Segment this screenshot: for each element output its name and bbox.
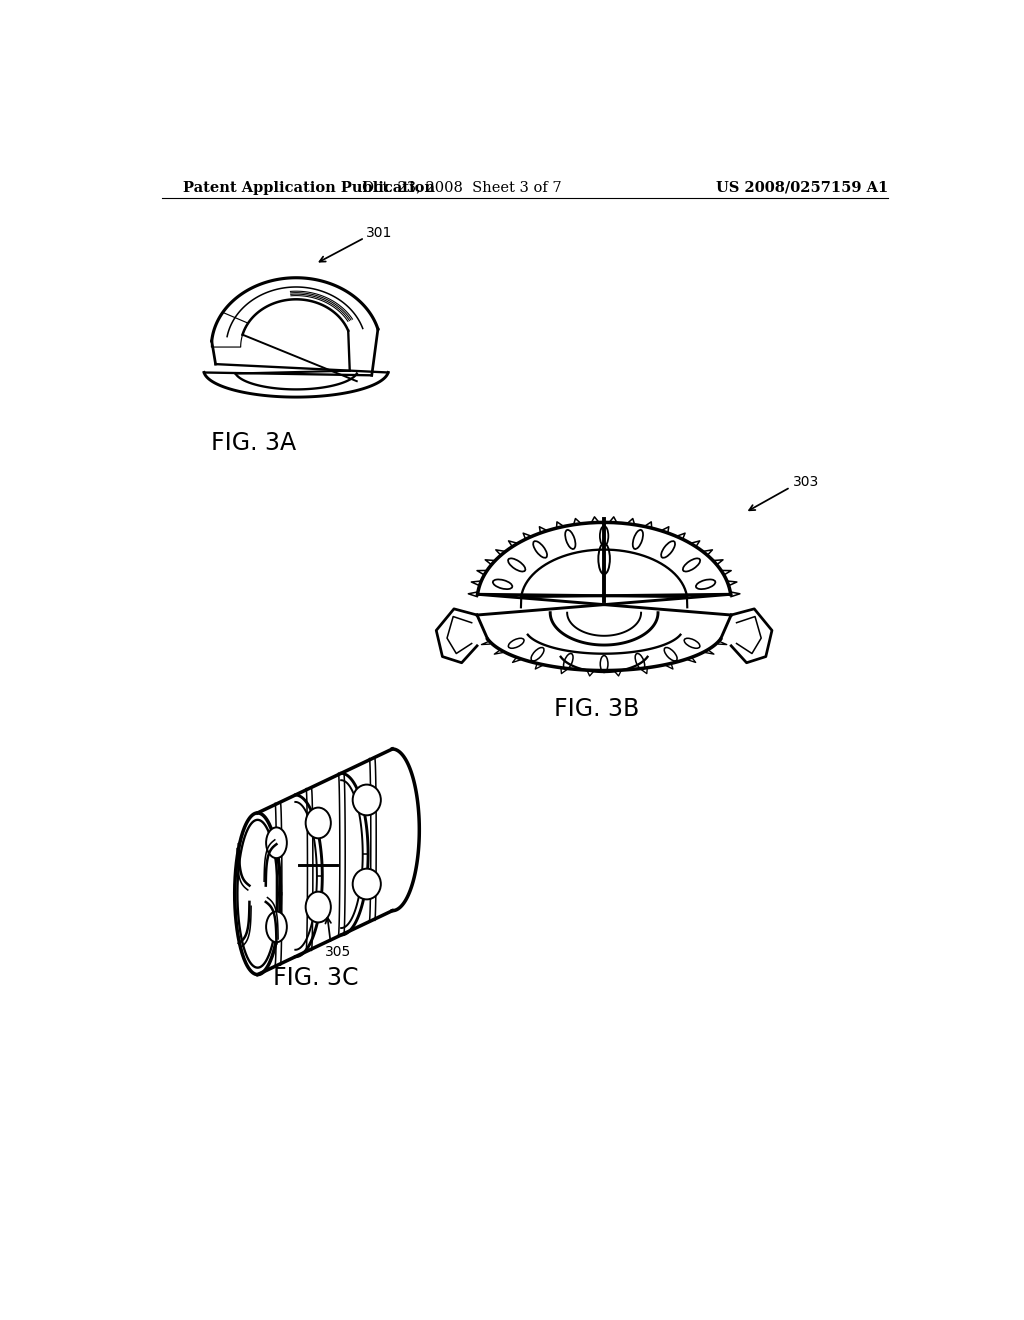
Text: 301: 301	[367, 226, 392, 240]
Text: Oct. 23, 2008  Sheet 3 of 7: Oct. 23, 2008 Sheet 3 of 7	[361, 181, 561, 194]
Text: 303: 303	[793, 475, 819, 488]
Text: FIG. 3C: FIG. 3C	[272, 966, 358, 990]
Ellipse shape	[662, 541, 675, 558]
Text: US 2008/0257159 A1: US 2008/0257159 A1	[716, 181, 888, 194]
Ellipse shape	[696, 579, 716, 589]
Ellipse shape	[565, 529, 575, 549]
Text: Patent Application Publication: Patent Application Publication	[183, 181, 435, 194]
Ellipse shape	[633, 529, 643, 549]
Ellipse shape	[508, 639, 524, 648]
Ellipse shape	[305, 892, 331, 923]
Ellipse shape	[508, 558, 525, 572]
Ellipse shape	[665, 648, 677, 661]
Ellipse shape	[531, 648, 544, 661]
Ellipse shape	[534, 541, 547, 558]
Ellipse shape	[600, 656, 608, 672]
Ellipse shape	[635, 653, 645, 669]
Ellipse shape	[684, 639, 699, 648]
Ellipse shape	[266, 828, 287, 858]
Ellipse shape	[598, 544, 610, 574]
Ellipse shape	[352, 869, 381, 899]
Text: FIG. 3A: FIG. 3A	[211, 432, 296, 455]
Ellipse shape	[563, 653, 573, 669]
Ellipse shape	[266, 912, 287, 942]
Text: 305: 305	[326, 945, 351, 958]
Ellipse shape	[352, 784, 381, 816]
Ellipse shape	[683, 558, 700, 572]
Ellipse shape	[600, 525, 608, 546]
Text: FIG. 3B: FIG. 3B	[554, 697, 639, 721]
Ellipse shape	[305, 808, 331, 838]
Ellipse shape	[493, 579, 512, 589]
